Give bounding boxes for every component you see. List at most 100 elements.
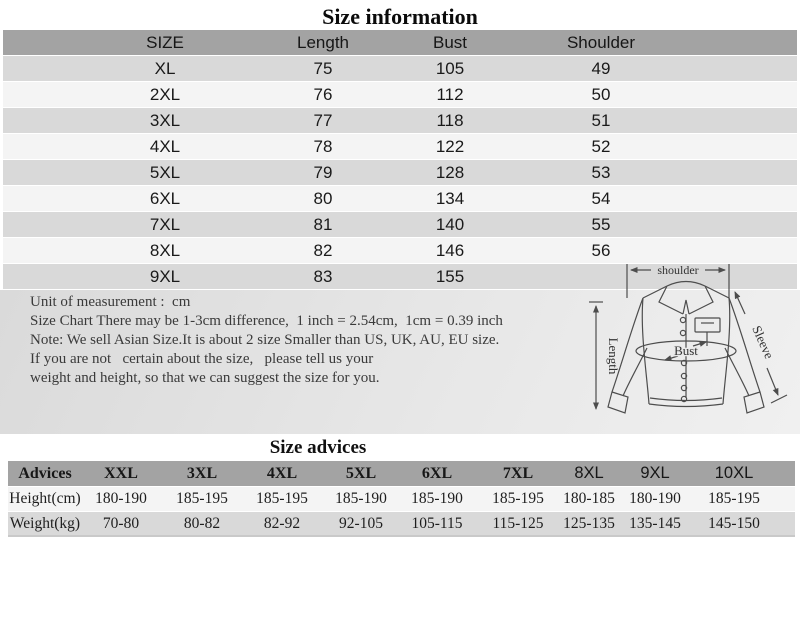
size-row: 4XL 78 122 52 (3, 134, 797, 160)
size-row: 2XL 76 112 50 (3, 82, 797, 108)
measurement-notes: Unit of measurement : cm Size Chart There… (30, 292, 530, 387)
advice-cell: Weight(kg) (9, 515, 81, 532)
advice-table-header: Advices XXL 3XL 4XL 5XL 6XL 7XL 8XL 9XL 10XL (8, 461, 795, 487)
size-cell: 3XL (149, 111, 181, 130)
size-cell: 78 (313, 137, 333, 156)
size-cell: 81 (313, 215, 333, 234)
note-text: Unit of measurement : cm (30, 294, 191, 310)
size-cell: 56 (591, 241, 611, 260)
size-cell: 51 (591, 111, 611, 130)
notes-background-band (0, 290, 800, 435)
size-cell: 76 (313, 85, 333, 104)
advice-cell: 185-195 (176, 490, 228, 507)
header-cell: Bust (432, 33, 468, 52)
header-cell: 7XL (502, 465, 534, 482)
note-text: Size Chart There may be 1-3cm difference… (30, 313, 503, 329)
note-line: weight and height, so that we can sugges… (30, 368, 530, 387)
size-cell: 79 (313, 163, 333, 182)
size-cell: 55 (591, 215, 611, 234)
note-line: If you are not certain about the size, p… (30, 349, 530, 368)
size-row: 9XL 83 155 (3, 264, 797, 290)
header-cell: XXL (104, 465, 138, 482)
sleeve-label: Sleeve (749, 323, 777, 361)
size-cell: 134 (435, 189, 465, 208)
note-line: Unit of measurement : cm (30, 292, 530, 311)
advice-cell: 180-185 (563, 490, 615, 507)
advice-cell: 92-105 (339, 515, 383, 532)
note-text: Note: We sell Asian Size.It is about 2 s… (30, 332, 500, 348)
size-cell: 122 (435, 137, 465, 156)
header-cell: 3XL (186, 465, 218, 482)
header-cell: 9XL (640, 464, 670, 482)
size-cell: 8XL (149, 241, 181, 260)
header-cell: 10XL (714, 464, 754, 482)
page-title: Size information (322, 4, 478, 29)
note-text: weight and height, so that we can sugges… (30, 370, 380, 386)
size-cell: 155 (435, 267, 465, 286)
header-cell: SIZE (146, 33, 184, 52)
advice-cell: 185-195 (708, 490, 760, 507)
size-cell: 128 (435, 163, 465, 182)
size-row: 5XL 79 128 53 (3, 160, 797, 186)
size-cell: 80 (313, 189, 333, 208)
bust-label: Bust (674, 343, 698, 358)
header-cell: Advices (18, 465, 72, 482)
size-row: 7XL 81 140 55 (3, 212, 797, 238)
size-cell: 50 (591, 85, 611, 104)
size-cell: 7XL (149, 215, 181, 234)
size-cell: 52 (591, 137, 611, 156)
size-cell: XL (154, 59, 176, 78)
note-line: Size Chart There may be 1-3cm difference… (30, 311, 530, 330)
header-row: Advices XXL 3XL 4XL 5XL 6XL 7XL 8XL 9XL 10XL (8, 461, 795, 487)
advice-cell: 80-82 (183, 515, 221, 532)
size-row: XL 75 105 49 (3, 56, 797, 82)
size-cell: 53 (591, 163, 611, 182)
header-cell: Shoulder (566, 33, 636, 52)
size-cell: 54 (591, 189, 611, 208)
size-cell: 75 (313, 59, 333, 78)
size-cell: 6XL (149, 189, 181, 208)
size-cell: 4XL (149, 137, 181, 156)
advice-cell: 185-195 (492, 490, 544, 507)
size-row: 3XL 77 118 51 (3, 108, 797, 134)
advice-table-body: Height(cm) 180-190 185-195 185-195 185-190 18… (8, 487, 795, 537)
advice-row: Weight(kg) 70-80 80-82 82-92 92-105 105-115 11… (8, 512, 795, 537)
advice-table-title: Size advices (269, 437, 367, 458)
advice-cell: 135-145 (629, 515, 681, 532)
shirt-outline (589, 264, 788, 414)
header-cell: 8XL (574, 464, 604, 482)
advice-title-band: Size advices (0, 434, 800, 461)
size-cell: 2XL (149, 85, 181, 104)
advice-cell: 145-150 (708, 515, 760, 532)
size-cell: 77 (313, 111, 333, 130)
size-cell: 112 (436, 85, 464, 104)
header-cell: 4XL (266, 465, 298, 482)
shoulder-label: shoulder (657, 263, 698, 277)
size-cell: 9XL (149, 267, 181, 286)
shirt-measurement-diagram: shoulder Length Bust Sleeve (589, 263, 788, 414)
header-cell: 6XL (421, 465, 453, 482)
advice-cell: 180-190 (629, 490, 681, 507)
size-cell: 5XL (149, 163, 181, 182)
size-cell: 118 (436, 111, 464, 130)
size-cell: 83 (313, 267, 333, 286)
size-cell: 105 (435, 59, 465, 78)
advice-cell: 125-135 (563, 515, 615, 532)
advice-cell: 185-195 (256, 490, 308, 507)
advice-cell: 185-190 (411, 490, 463, 507)
advice-cell: 70-80 (102, 515, 140, 532)
note-line: Note: We sell Asian Size.It is about 2 s… (30, 330, 530, 349)
advice-cell: Height(cm) (9, 490, 81, 507)
advice-cell: 180-190 (95, 490, 147, 507)
length-label: Length (606, 338, 621, 375)
size-row: 6XL 80 134 54 (3, 186, 797, 212)
advice-cell: 185-190 (335, 490, 387, 507)
size-cell: 140 (435, 215, 465, 234)
advice-cell: 82-92 (263, 515, 301, 532)
advice-cell: 115-125 (492, 515, 544, 532)
size-table-body: XL 75 105 49 2XL 76 112 50 3XL 77 118 51 4XL 78 122 52 5… (3, 56, 797, 290)
size-cell: 49 (591, 59, 611, 78)
note-text: If you are not certain about the size, p… (30, 351, 374, 367)
size-cell: 82 (313, 241, 333, 260)
size-table-header: SIZE Length Bust Shoulder (3, 30, 797, 56)
